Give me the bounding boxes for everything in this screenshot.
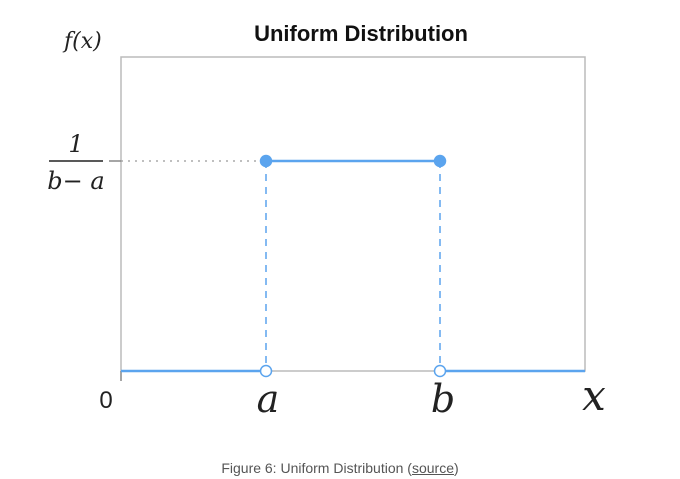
open-point-3 xyxy=(433,364,447,378)
figure-caption: Figure 6: Uniform Distribution (source) xyxy=(0,460,680,476)
y-tick-denominator: b− a xyxy=(47,167,104,195)
closed-point-1 xyxy=(433,154,447,168)
plot-frame xyxy=(120,56,586,372)
x-tick-label-b: b xyxy=(431,377,455,421)
x-tick-label-a: a xyxy=(257,377,280,421)
open-point-2 xyxy=(259,364,273,378)
chart-title: Uniform Distribution xyxy=(254,21,468,46)
uniform-distribution-chart: Uniform Distribution f(x) 1 b− a 0 a b x xyxy=(47,21,606,421)
caption-prefix: Figure 6: Uniform Distribution ( xyxy=(221,460,412,476)
y-axis-label: f(x) xyxy=(62,29,102,54)
x-tick-label-0: 0 xyxy=(99,387,112,414)
caption-source-link[interactable]: source xyxy=(411,460,454,476)
y-tick-numerator: 1 xyxy=(68,130,83,158)
closed-point-0 xyxy=(259,154,273,168)
x-axis-label: x xyxy=(582,371,606,420)
caption-suffix: ) xyxy=(453,460,459,476)
